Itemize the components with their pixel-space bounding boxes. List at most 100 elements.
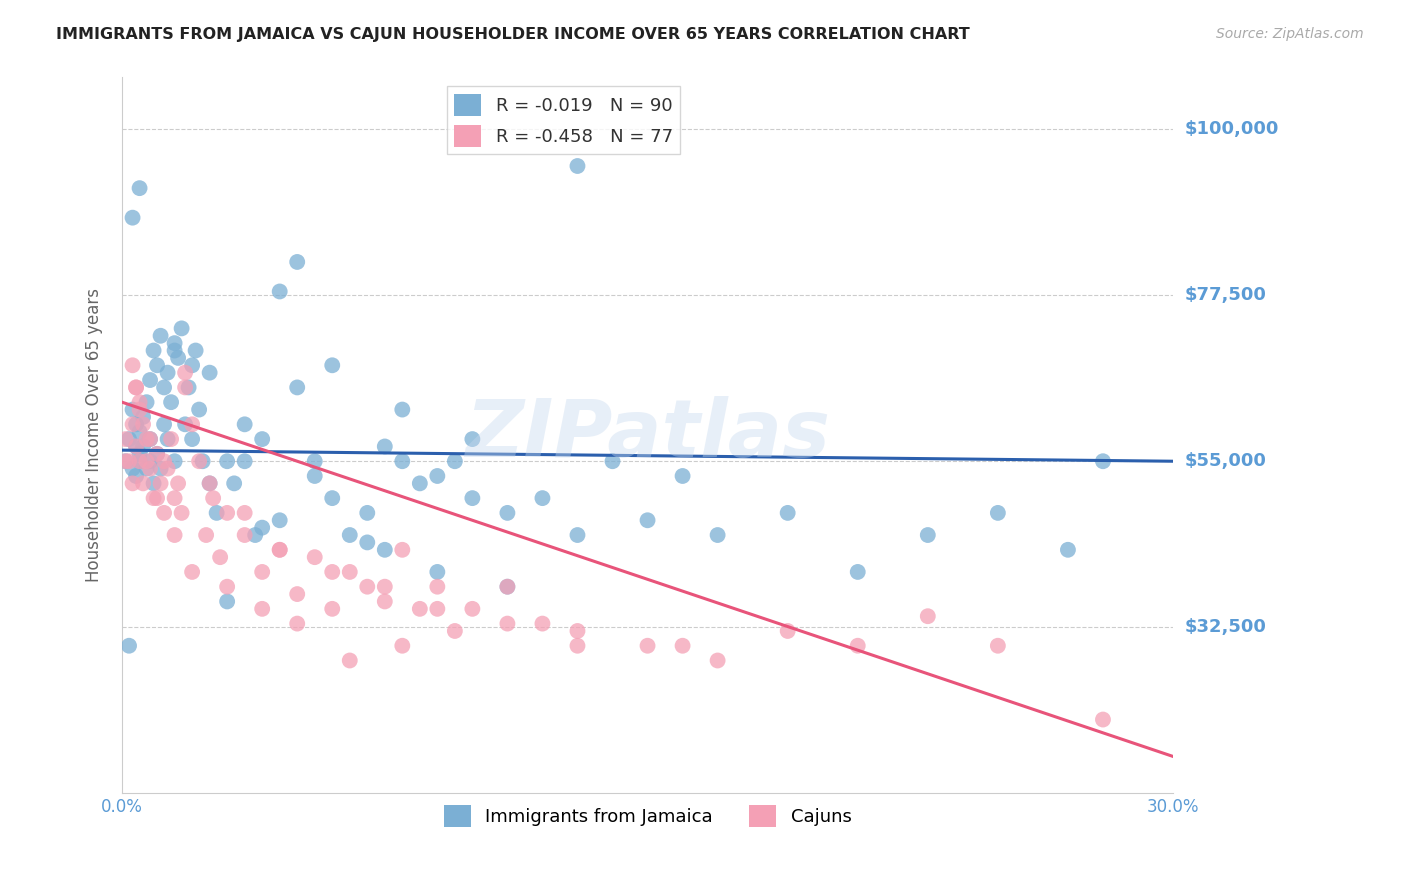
Point [142, 343, 165, 358]
Point [128, 395, 150, 409]
Point [339, 653, 361, 667]
Point [184, 343, 207, 358]
Point [160, 432, 183, 446]
Point [374, 594, 396, 608]
Point [146, 447, 169, 461]
Point [531, 491, 554, 505]
Point [160, 395, 183, 409]
Point [846, 639, 869, 653]
Point [121, 417, 143, 432]
Point [776, 624, 799, 638]
Point [304, 454, 326, 468]
Point [163, 343, 186, 358]
Point [170, 321, 193, 335]
Point [567, 639, 589, 653]
Point [174, 417, 197, 432]
Point [125, 380, 148, 394]
Point [125, 417, 148, 432]
Point [146, 447, 169, 461]
Point [181, 417, 204, 432]
Point [285, 616, 308, 631]
Point [153, 417, 176, 432]
Point [567, 159, 589, 173]
Point [304, 469, 326, 483]
Point [217, 580, 239, 594]
Point [671, 469, 693, 483]
Point [374, 580, 396, 594]
Point [118, 432, 141, 446]
Point [409, 602, 432, 616]
Point [142, 476, 165, 491]
Point [233, 417, 256, 432]
Point [285, 587, 308, 601]
Point [496, 616, 519, 631]
Point [1091, 454, 1114, 468]
Point [118, 454, 141, 468]
Point [339, 528, 361, 542]
Point [444, 454, 467, 468]
Point [198, 476, 221, 491]
Point [125, 380, 148, 394]
Point [233, 454, 256, 468]
Point [153, 454, 176, 468]
Point [188, 454, 211, 468]
Point [163, 454, 186, 468]
Point [149, 476, 172, 491]
Point [121, 476, 143, 491]
Point [217, 594, 239, 608]
Legend: Immigrants from Jamaica, Cajuns: Immigrants from Jamaica, Cajuns [436, 798, 859, 834]
Point [269, 285, 291, 299]
Point [195, 528, 218, 542]
Point [602, 454, 624, 468]
Point [139, 432, 162, 446]
Point [321, 565, 343, 579]
Text: $55,000: $55,000 [1184, 452, 1265, 470]
Point [426, 565, 449, 579]
Point [426, 580, 449, 594]
Point [177, 380, 200, 394]
Point [496, 506, 519, 520]
Point [846, 565, 869, 579]
Point [139, 461, 162, 475]
Point [135, 395, 157, 409]
Point [121, 402, 143, 417]
Point [567, 624, 589, 638]
Point [496, 580, 519, 594]
Point [128, 402, 150, 417]
Point [426, 602, 449, 616]
Point [163, 491, 186, 505]
Point [374, 542, 396, 557]
Point [139, 373, 162, 387]
Point [706, 528, 728, 542]
Point [250, 602, 273, 616]
Point [356, 580, 378, 594]
Point [269, 542, 291, 557]
Point [706, 653, 728, 667]
Text: $32,500: $32,500 [1184, 618, 1265, 636]
Point [250, 432, 273, 446]
Point [121, 461, 143, 475]
Point [391, 639, 413, 653]
Point [132, 440, 155, 454]
Point [132, 417, 155, 432]
Point [356, 535, 378, 549]
Point [156, 461, 179, 475]
Point [356, 506, 378, 520]
Point [224, 476, 246, 491]
Point [181, 432, 204, 446]
Point [128, 447, 150, 461]
Point [114, 454, 136, 468]
Point [444, 624, 467, 638]
Point [391, 454, 413, 468]
Point [339, 565, 361, 579]
Point [496, 580, 519, 594]
Point [243, 528, 266, 542]
Point [114, 432, 136, 446]
Point [163, 528, 186, 542]
Point [987, 506, 1010, 520]
Point [174, 366, 197, 380]
Point [139, 432, 162, 446]
Point [125, 469, 148, 483]
Point [128, 454, 150, 468]
Point [637, 513, 659, 527]
